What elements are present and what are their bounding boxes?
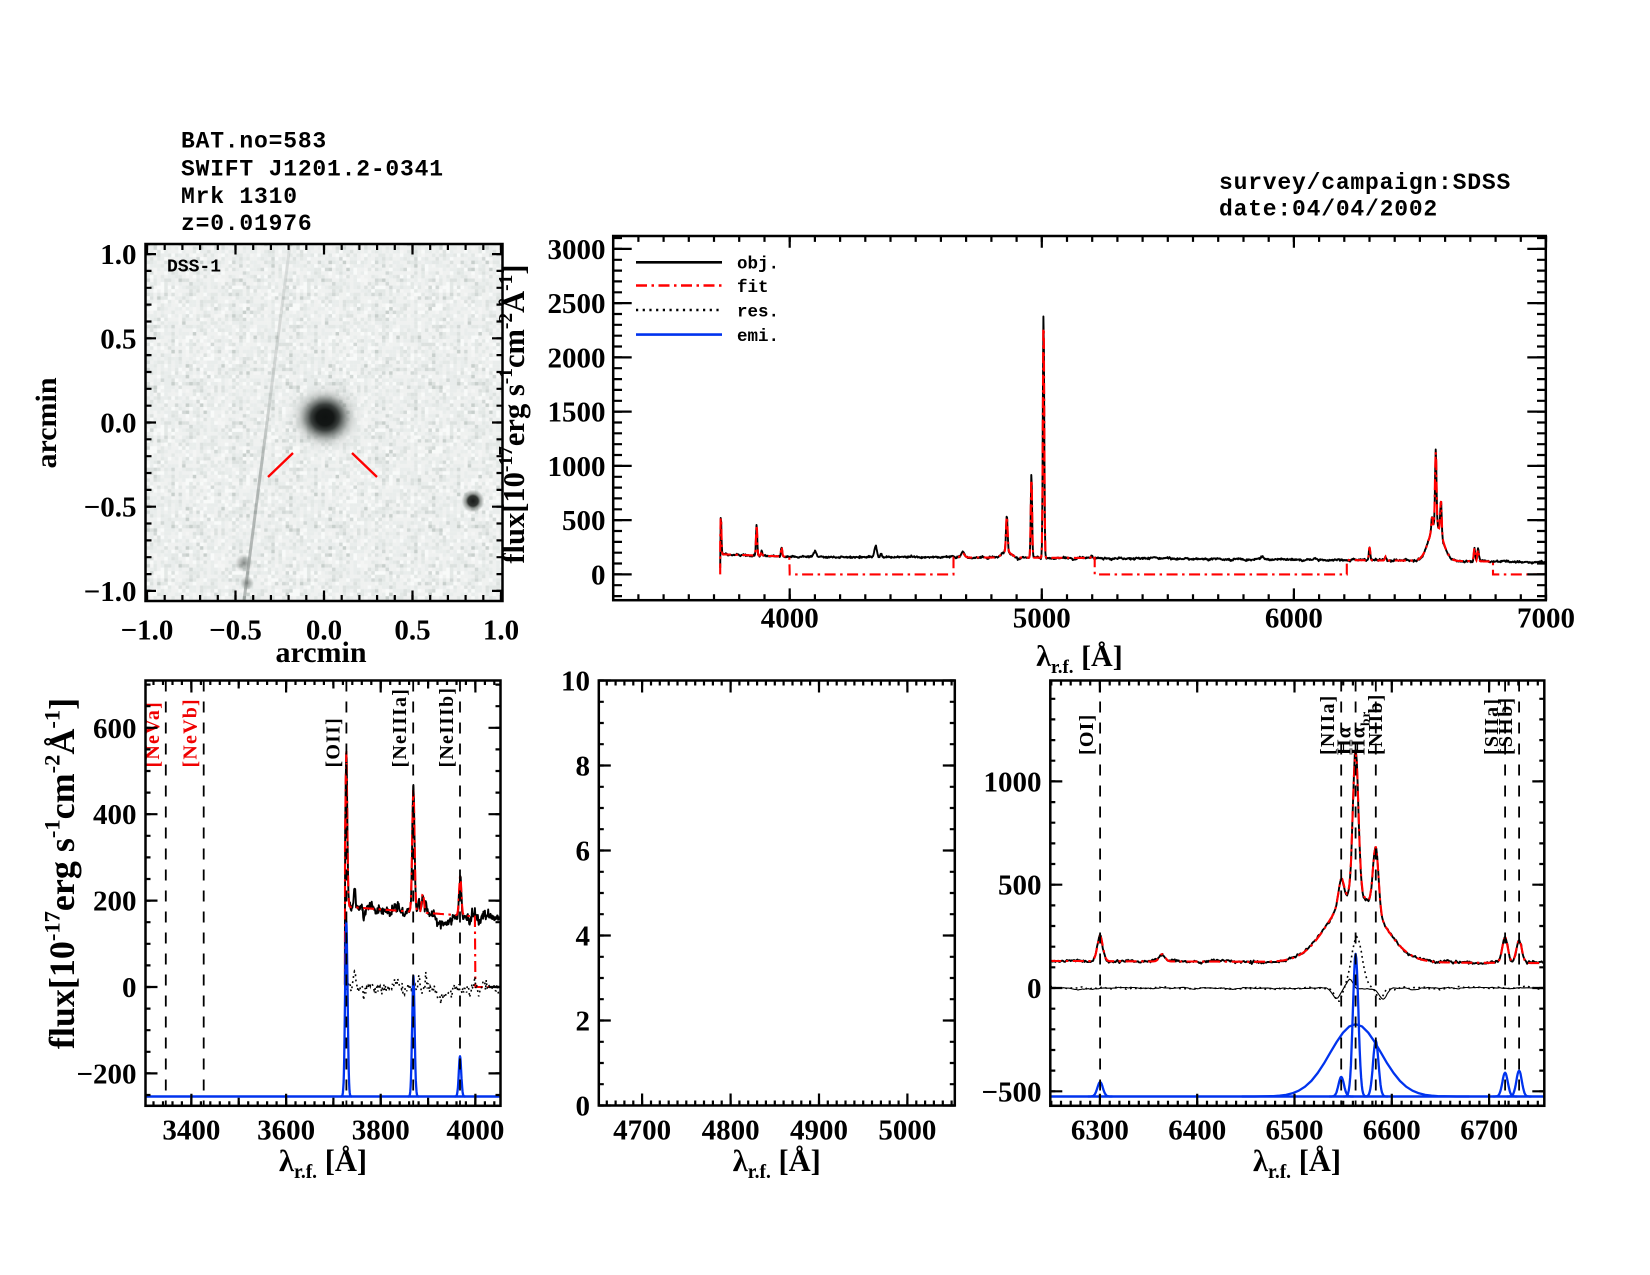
svg-text:SWIFT J1201.2-0341: SWIFT J1201.2-0341 bbox=[181, 157, 444, 183]
svg-text:4000: 4000 bbox=[446, 1115, 504, 1147]
svg-text:5000: 5000 bbox=[878, 1115, 936, 1147]
svg-text:−1.0: −1.0 bbox=[84, 576, 137, 608]
svg-text:0.5: 0.5 bbox=[394, 615, 430, 647]
svg-text:0.0: 0.0 bbox=[100, 408, 136, 440]
svg-text:6: 6 bbox=[576, 836, 591, 868]
svg-text:10: 10 bbox=[561, 666, 590, 698]
svg-text:emi.: emi. bbox=[737, 327, 779, 347]
svg-text:6400: 6400 bbox=[1168, 1115, 1226, 1147]
svg-text:−200: −200 bbox=[76, 1058, 136, 1090]
svg-text:[NeVa]: [NeVa] bbox=[142, 701, 164, 767]
svg-text:λr.f. [Å]: λr.f. [Å] bbox=[279, 1144, 367, 1183]
svg-text:4000: 4000 bbox=[761, 603, 819, 635]
svg-text:4900: 4900 bbox=[790, 1115, 848, 1147]
svg-text:Mrk 1310: Mrk 1310 bbox=[181, 184, 298, 210]
svg-text:obj.: obj. bbox=[737, 255, 779, 275]
svg-text:0.5: 0.5 bbox=[100, 323, 136, 355]
svg-text:[NIIb]: [NIIb] bbox=[1365, 693, 1387, 755]
svg-text:[SIIb]: [SIIb] bbox=[1495, 697, 1517, 755]
svg-text:fit: fit bbox=[737, 278, 769, 298]
svg-text:−0.5: −0.5 bbox=[84, 492, 137, 524]
svg-text:6600: 6600 bbox=[1363, 1115, 1421, 1147]
svg-text:6300: 6300 bbox=[1071, 1115, 1129, 1147]
svg-text:0: 0 bbox=[1027, 973, 1042, 1005]
svg-text:1000: 1000 bbox=[984, 766, 1042, 798]
svg-text:λr.f. [Å]: λr.f. [Å] bbox=[1253, 1144, 1341, 1183]
svg-text:500: 500 bbox=[998, 870, 1042, 902]
svg-text:4800: 4800 bbox=[702, 1115, 760, 1147]
svg-text:3400: 3400 bbox=[162, 1115, 220, 1147]
svg-text:[NeVb]: [NeVb] bbox=[180, 698, 202, 767]
svg-text:0: 0 bbox=[122, 972, 137, 1004]
svg-text:survey/campaign:SDSS: survey/campaign:SDSS bbox=[1219, 170, 1511, 196]
svg-text:0: 0 bbox=[591, 559, 606, 591]
svg-text:1.0: 1.0 bbox=[483, 615, 519, 647]
svg-text:200: 200 bbox=[93, 886, 137, 918]
svg-text:6700: 6700 bbox=[1460, 1115, 1518, 1147]
svg-text:[OI]: [OI] bbox=[1076, 714, 1098, 755]
svg-text:4700: 4700 bbox=[613, 1115, 671, 1147]
svg-text:7000: 7000 bbox=[1517, 603, 1575, 635]
svg-text:1500: 1500 bbox=[548, 397, 606, 429]
svg-text:2: 2 bbox=[576, 1006, 591, 1038]
svg-text:DSS-1: DSS-1 bbox=[167, 258, 221, 278]
svg-text:arcmin: arcmin bbox=[30, 377, 63, 468]
svg-text:400: 400 bbox=[93, 799, 137, 831]
svg-text:0.0: 0.0 bbox=[306, 615, 342, 647]
svg-text:3800: 3800 bbox=[352, 1115, 410, 1147]
svg-text:−1.0: −1.0 bbox=[121, 615, 174, 647]
svg-text:flux[10-17erg s-1cm-2Å-1]: flux[10-17erg s-1cm-2Å-1] bbox=[496, 264, 531, 563]
svg-text:2000: 2000 bbox=[548, 342, 606, 374]
svg-text:[NIIa]: [NIIa] bbox=[1317, 694, 1339, 755]
svg-text:6500: 6500 bbox=[1266, 1115, 1324, 1147]
svg-text:[SIIa]: [SIIa] bbox=[1481, 698, 1503, 755]
svg-text:flux[10-17erg s-1cm-2Å-1]: flux[10-17erg s-1cm-2Å-1] bbox=[40, 698, 82, 1049]
svg-text:600: 600 bbox=[93, 713, 137, 745]
svg-text:0: 0 bbox=[576, 1091, 591, 1123]
svg-text:8: 8 bbox=[576, 751, 591, 783]
svg-text:−0.5: −0.5 bbox=[209, 615, 262, 647]
svg-text:z=0.01976: z=0.01976 bbox=[181, 211, 312, 237]
svg-text:res.: res. bbox=[737, 303, 779, 323]
svg-text:date:04/04/2002: date:04/04/2002 bbox=[1219, 197, 1438, 223]
svg-text:λr.f. [Å]: λr.f. [Å] bbox=[1036, 640, 1122, 678]
svg-text:−500: −500 bbox=[981, 1076, 1041, 1108]
svg-text:2500: 2500 bbox=[548, 288, 606, 320]
svg-text:BAT.no=583: BAT.no=583 bbox=[181, 129, 327, 155]
svg-text:3000: 3000 bbox=[548, 234, 606, 266]
svg-text:[NeIIIa]: [NeIIIa] bbox=[389, 688, 411, 768]
svg-text:[OII]: [OII] bbox=[322, 717, 344, 767]
svg-text:1.0: 1.0 bbox=[100, 239, 136, 271]
svg-text:4: 4 bbox=[576, 921, 591, 953]
svg-text:λr.f. [Å]: λr.f. [Å] bbox=[733, 1144, 821, 1183]
svg-text:500: 500 bbox=[562, 505, 606, 537]
svg-text:[NeIIIb]: [NeIIIb] bbox=[436, 687, 458, 768]
svg-text:Hα: Hα bbox=[1334, 726, 1356, 755]
svg-text:arcmin: arcmin bbox=[275, 636, 366, 669]
svg-text:1000: 1000 bbox=[548, 451, 606, 483]
svg-text:3600: 3600 bbox=[257, 1115, 315, 1147]
svg-text:6000: 6000 bbox=[1265, 603, 1323, 635]
svg-text:5000: 5000 bbox=[1013, 603, 1071, 635]
